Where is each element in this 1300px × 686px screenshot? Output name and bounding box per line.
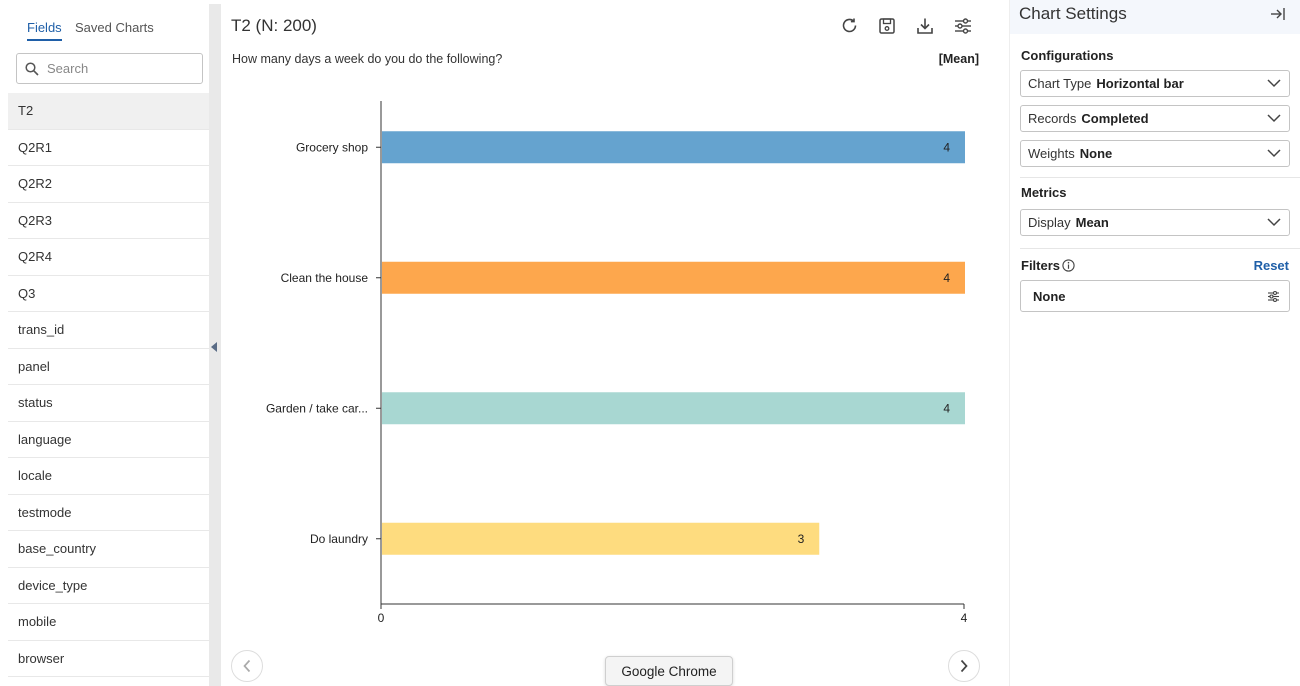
category-label: Clean the house: [281, 271, 369, 285]
field-item[interactable]: testmode: [8, 495, 209, 531]
settings-title: Chart Settings: [1019, 4, 1127, 23]
settings-header: Chart Settings: [1010, 0, 1300, 34]
field-item[interactable]: trans_id: [8, 312, 209, 349]
sliders-icon[interactable]: [1267, 290, 1280, 303]
records-select[interactable]: Records Completed: [1020, 105, 1290, 132]
bar: [382, 392, 965, 425]
bar: [382, 131, 965, 164]
search-icon: [25, 61, 39, 76]
records-key: Records: [1028, 111, 1077, 126]
data-label: 4: [943, 140, 950, 154]
tab-fields[interactable]: Fields: [27, 20, 62, 41]
chart-type-value: Horizontal bar: [1096, 76, 1184, 91]
chevron-down-icon: [1267, 218, 1281, 227]
section-divider: [1020, 248, 1300, 249]
field-item[interactable]: panel: [8, 349, 209, 385]
chevron-down-icon: [1267, 79, 1281, 88]
chevron-right-icon: [960, 659, 968, 673]
field-item[interactable]: base_country: [8, 531, 209, 568]
field-item[interactable]: T2: [8, 93, 209, 130]
question-text: How many days a week do you do the follo…: [232, 52, 503, 66]
chart-title: T2 (N: 200): [231, 16, 317, 35]
chevron-down-icon: [1267, 149, 1281, 158]
filters-box[interactable]: None: [1020, 280, 1290, 312]
display-value: Mean: [1075, 215, 1109, 230]
next-chart-button[interactable]: [948, 650, 980, 682]
search-box[interactable]: [16, 53, 203, 84]
collapse-left-icon[interactable]: [211, 342, 217, 352]
fields-list: T2 Q2R1 Q2R2 Q2R3 Q2R4 Q3 trans_id panel status l…: [8, 93, 209, 677]
category-label: Garden / take car...: [266, 401, 368, 415]
field-item[interactable]: status: [8, 385, 209, 422]
refresh-icon[interactable]: [840, 16, 860, 36]
chevron-down-icon: [1267, 114, 1281, 123]
records-value: Completed: [1081, 111, 1149, 126]
sliders-icon[interactable]: [953, 16, 973, 36]
display-select[interactable]: Display Mean: [1020, 209, 1290, 236]
bar: [382, 261, 965, 294]
section-divider: [1020, 177, 1300, 178]
data-label: 4: [943, 401, 950, 415]
category-label: Grocery shop: [296, 140, 368, 154]
field-item[interactable]: Q2R1: [8, 130, 209, 166]
bar: [382, 522, 820, 555]
weights-value: None: [1079, 146, 1113, 161]
prev-chart-button[interactable]: [231, 650, 263, 682]
field-item[interactable]: language: [8, 422, 209, 458]
field-item[interactable]: locale: [8, 458, 209, 495]
weights-select[interactable]: Weights None: [1020, 140, 1290, 167]
field-item[interactable]: mobile: [8, 604, 209, 641]
field-item[interactable]: Q2R4: [8, 239, 209, 276]
left-tabs: Fields Saved Charts: [8, 4, 209, 44]
display-key: Display: [1028, 215, 1071, 230]
metrics-label: Metrics: [1021, 185, 1067, 200]
field-item[interactable]: browser: [8, 641, 209, 677]
field-item[interactable]: Q3: [8, 276, 209, 312]
tab-saved-charts[interactable]: Saved Charts: [75, 20, 154, 35]
info-icon[interactable]: [1062, 259, 1075, 272]
search-input[interactable]: [47, 61, 197, 76]
weights-key: Weights: [1028, 146, 1075, 161]
filters-label: Filters: [1021, 258, 1061, 273]
configurations-label: Configurations: [1021, 48, 1114, 63]
category-label: Do laundry: [310, 532, 368, 546]
data-label: 4: [943, 271, 950, 285]
filter-value: None: [1033, 288, 1066, 304]
collapse-panel-icon[interactable]: [1269, 6, 1287, 22]
chevron-left-icon: [243, 659, 251, 673]
metric-label: [Mean]: [938, 52, 979, 66]
x-tick-label: 4: [961, 611, 968, 625]
chart-settings-panel: Chart Settings Configurations Chart Type…: [1009, 0, 1300, 686]
download-icon[interactable]: [915, 16, 935, 36]
reset-filters-link[interactable]: Reset: [1253, 258, 1289, 273]
chart-type-select[interactable]: Chart Type Horizontal bar: [1020, 70, 1290, 97]
chart-area: T2 (N: 200) How many days a week do you …: [221, 4, 989, 686]
browser-tooltip: Google Chrome: [605, 656, 733, 686]
chart-type-key: Chart Type: [1028, 76, 1092, 91]
field-item[interactable]: Q2R3: [8, 203, 209, 239]
x-tick-label: 0: [378, 611, 385, 625]
bar-chart: Grocery shop 4 Clean the house 4 Garden / ta…: [266, 101, 968, 625]
field-item[interactable]: device_type: [8, 568, 209, 604]
save-icon[interactable]: [877, 16, 897, 36]
data-label: 3: [798, 532, 805, 546]
field-item[interactable]: Q2R2: [8, 166, 209, 203]
fields-panel: Fields Saved Charts T2Q2R1Q2R2Q2R3Q2R4Q3…: [8, 4, 209, 686]
